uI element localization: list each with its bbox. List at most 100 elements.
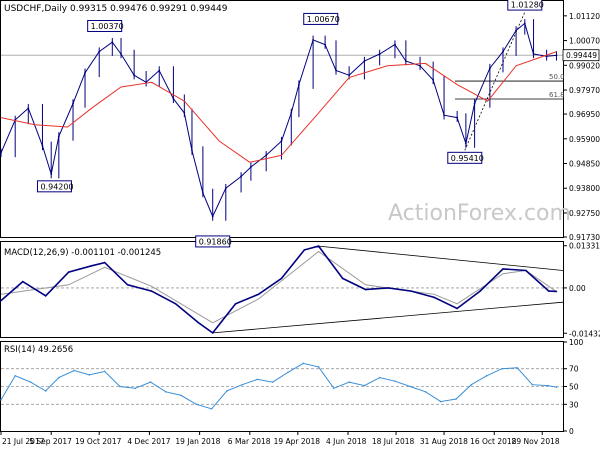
rsi-point xyxy=(439,400,442,403)
price-tick-label: 0.91730 xyxy=(569,233,600,242)
quote: 0.99315 0.99476 0.99291 0.99449 xyxy=(70,4,228,14)
rsi-tick-label: 30 xyxy=(569,400,579,409)
price-point xyxy=(201,192,204,194)
price-plot: 50.0 61.8 0.94200 1.00370 0.91860 1.00670 0.95… xyxy=(0,0,565,248)
price-point xyxy=(224,187,227,190)
rsi-point xyxy=(73,369,75,372)
rsi-point xyxy=(14,375,16,377)
x-tick-label: 5 Sep 2017 xyxy=(29,437,72,446)
macd-title: MACD(12,26,9) -0.001101 -0.001245 xyxy=(4,248,161,258)
price-point xyxy=(183,111,186,114)
macd-point xyxy=(150,290,153,292)
swing-label: 1.00670 xyxy=(307,15,340,24)
price-point xyxy=(41,144,44,147)
rsi-point xyxy=(302,362,305,365)
rsi-point xyxy=(409,385,412,388)
swing-label-box xyxy=(447,151,483,164)
macd-point xyxy=(525,269,527,272)
x-tick-label: 4 Dec 2017 xyxy=(127,437,170,446)
x-tick-label: 6 Mar 2018 xyxy=(228,437,271,446)
price-point xyxy=(133,74,136,77)
rsi-point xyxy=(271,381,274,383)
swing-label: 1.01280 xyxy=(511,1,544,10)
macd-signal-line xyxy=(0,250,557,324)
macd-point xyxy=(433,296,436,299)
macd-trendline xyxy=(212,301,564,334)
price-point xyxy=(473,102,476,105)
rsi-point xyxy=(88,374,91,376)
price-point xyxy=(335,69,337,72)
swing-label: 0.91860 xyxy=(199,237,232,246)
rsi-point xyxy=(210,407,213,410)
chart-title: USDCHF,Daily 0.99315 0.99476 0.99291 0.9… xyxy=(4,4,228,14)
price-point xyxy=(120,53,122,55)
swing-label-box xyxy=(507,0,543,11)
macd-point xyxy=(548,290,550,292)
rsi-point xyxy=(195,403,198,406)
price-point xyxy=(84,71,86,74)
price-tick-label: 1.01120 xyxy=(569,12,600,21)
rsi-point xyxy=(180,394,182,397)
rsi-point xyxy=(470,383,473,386)
rsi-point xyxy=(378,376,381,379)
rsi-point xyxy=(363,384,366,387)
price-point xyxy=(464,142,467,145)
price-point xyxy=(523,22,526,25)
macd-point xyxy=(387,287,390,289)
price-tick-label: 0.93800 xyxy=(569,184,600,193)
price-tick-label: 0.97970 xyxy=(569,86,600,95)
price-point xyxy=(172,97,175,100)
macd-point xyxy=(126,283,129,286)
swing-label: 1.00370 xyxy=(91,22,124,31)
price-point xyxy=(404,60,407,62)
price-point xyxy=(443,114,445,117)
rsi-tick-label: 0 xyxy=(569,427,574,436)
price-point xyxy=(290,111,293,114)
rsi-point xyxy=(531,383,534,386)
watermark: ActionForex.com xyxy=(388,201,571,226)
rsi-point xyxy=(149,381,152,383)
rsi-point xyxy=(226,390,228,392)
macd-tick-label: -0.014323 xyxy=(569,329,600,338)
rsi-line xyxy=(0,362,557,410)
rsi-point xyxy=(103,370,106,373)
fib-level-label: 61.8 xyxy=(549,91,565,99)
x-tick-label: 18 Jul 2018 xyxy=(372,437,415,446)
rsi-point xyxy=(348,381,350,383)
macd-point xyxy=(22,280,24,283)
rsi-point xyxy=(455,398,457,400)
rsi-plot xyxy=(0,362,563,410)
price-point xyxy=(249,166,252,168)
rsi-point xyxy=(555,386,558,388)
rsi-point xyxy=(424,391,427,393)
rsi-point xyxy=(241,383,243,386)
rsi-point xyxy=(134,387,137,390)
macd-point xyxy=(479,290,481,292)
rsi-tick-label: 70 xyxy=(569,365,579,374)
rsi-point xyxy=(333,387,335,390)
price-point xyxy=(191,149,193,152)
rsi-point xyxy=(29,381,32,383)
macd-point xyxy=(211,332,214,334)
x-tick-label: 4 Jun 2018 xyxy=(326,437,367,446)
macd-point xyxy=(502,268,504,270)
rsi-point xyxy=(256,378,259,381)
price-point xyxy=(158,69,161,72)
x-tick-label: 19 Apr 2018 xyxy=(274,437,321,446)
price-point xyxy=(111,41,114,44)
price-tick-label: 0.99020 xyxy=(569,61,600,70)
price-point xyxy=(312,38,315,41)
rsi-point xyxy=(317,366,320,368)
rsi-point xyxy=(119,385,121,388)
price-point xyxy=(488,67,491,70)
price-tick-label: 0.95900 xyxy=(569,135,600,144)
fib-level-label: 50.0 xyxy=(549,73,565,81)
price-tick-label: 0.96950 xyxy=(569,110,600,119)
price-point xyxy=(348,74,351,77)
price-point xyxy=(515,29,517,32)
macd-panel xyxy=(0,241,564,338)
macd-trendline xyxy=(318,245,564,271)
rsi-point xyxy=(164,391,167,393)
x-tick-label: 29 Nov 2018 xyxy=(512,437,560,446)
